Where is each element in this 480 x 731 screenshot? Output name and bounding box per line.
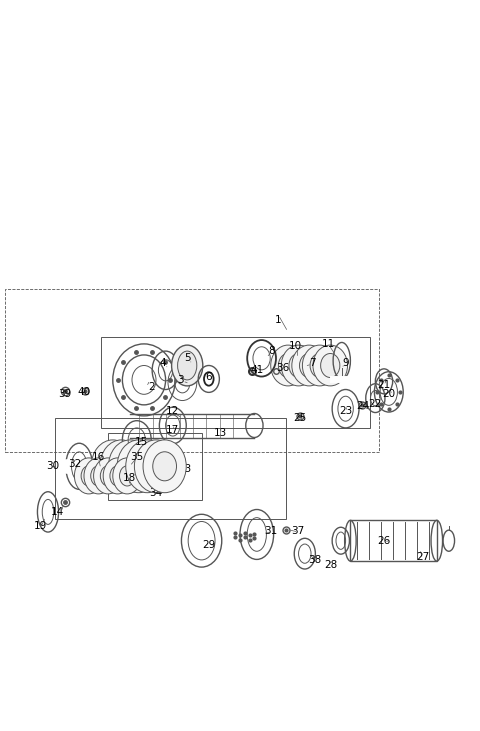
Text: 34: 34	[149, 488, 163, 498]
Bar	[101, 337, 370, 428]
Text: 15: 15	[135, 437, 148, 447]
Text: 5: 5	[184, 353, 191, 363]
Text: 13: 13	[214, 428, 228, 438]
Text: 32: 32	[68, 459, 81, 469]
Text: 23: 23	[339, 406, 352, 416]
Text: 38: 38	[308, 555, 321, 565]
Text: 21: 21	[377, 379, 391, 390]
Text: 39: 39	[58, 390, 72, 399]
Bar	[108, 433, 202, 500]
Ellipse shape	[281, 345, 316, 386]
Text: 37: 37	[291, 526, 304, 536]
Text: 31: 31	[264, 526, 278, 536]
Ellipse shape	[143, 440, 186, 493]
Ellipse shape	[313, 345, 348, 386]
Text: 41: 41	[250, 366, 264, 375]
Ellipse shape	[302, 345, 337, 386]
Ellipse shape	[101, 452, 125, 481]
Ellipse shape	[91, 440, 134, 493]
Ellipse shape	[144, 452, 168, 481]
Ellipse shape	[134, 440, 178, 493]
Text: 25: 25	[293, 413, 307, 423]
Text: 2: 2	[148, 382, 155, 392]
Text: 28: 28	[324, 560, 338, 569]
Ellipse shape	[321, 354, 340, 377]
Ellipse shape	[117, 440, 160, 493]
Text: 30: 30	[46, 461, 60, 471]
Text: 27: 27	[416, 553, 429, 562]
Text: 4: 4	[160, 358, 167, 368]
Ellipse shape	[91, 466, 106, 486]
Text: 11: 11	[322, 339, 336, 349]
Text: 14: 14	[51, 507, 64, 517]
Ellipse shape	[126, 440, 169, 493]
Ellipse shape	[292, 345, 326, 386]
Text: 26: 26	[377, 536, 391, 546]
Text: 40: 40	[77, 387, 91, 397]
Text: 6: 6	[205, 373, 212, 382]
Text: 16: 16	[92, 452, 105, 462]
Text: 36: 36	[276, 363, 290, 373]
Ellipse shape	[109, 452, 133, 481]
Bar	[350, 520, 437, 561]
Bar	[5, 289, 379, 452]
Ellipse shape	[74, 458, 103, 494]
Ellipse shape	[81, 466, 96, 486]
Bar	[55, 418, 286, 519]
Text: 8: 8	[268, 346, 275, 356]
Text: 35: 35	[130, 452, 144, 462]
Ellipse shape	[94, 458, 122, 494]
Ellipse shape	[103, 458, 132, 494]
Ellipse shape	[84, 458, 113, 494]
Ellipse shape	[118, 452, 142, 481]
Ellipse shape	[127, 452, 151, 481]
Ellipse shape	[120, 466, 135, 486]
Text: 3: 3	[177, 375, 183, 385]
Text: 7: 7	[309, 358, 315, 368]
Ellipse shape	[300, 354, 319, 377]
Ellipse shape	[271, 345, 305, 386]
Ellipse shape	[110, 466, 125, 486]
Ellipse shape	[100, 440, 143, 493]
Text: 22: 22	[368, 399, 381, 409]
Ellipse shape	[178, 351, 197, 380]
Ellipse shape	[289, 354, 308, 377]
Text: 19: 19	[34, 521, 48, 531]
Text: 24: 24	[356, 401, 369, 412]
Ellipse shape	[153, 452, 177, 481]
Text: 1: 1	[275, 315, 282, 325]
Ellipse shape	[113, 458, 142, 494]
Text: 20: 20	[382, 390, 396, 399]
Text: 9: 9	[342, 358, 349, 368]
Ellipse shape	[135, 452, 159, 481]
Text: 18: 18	[123, 473, 136, 483]
Ellipse shape	[108, 440, 152, 493]
Ellipse shape	[310, 354, 329, 377]
Text: 29: 29	[202, 540, 216, 550]
Ellipse shape	[172, 345, 203, 386]
Ellipse shape	[278, 354, 298, 377]
Text: 12: 12	[166, 406, 180, 416]
Text: 10: 10	[288, 341, 302, 352]
Text: 33: 33	[178, 463, 192, 474]
Text: 17: 17	[166, 425, 180, 435]
Ellipse shape	[100, 466, 116, 486]
